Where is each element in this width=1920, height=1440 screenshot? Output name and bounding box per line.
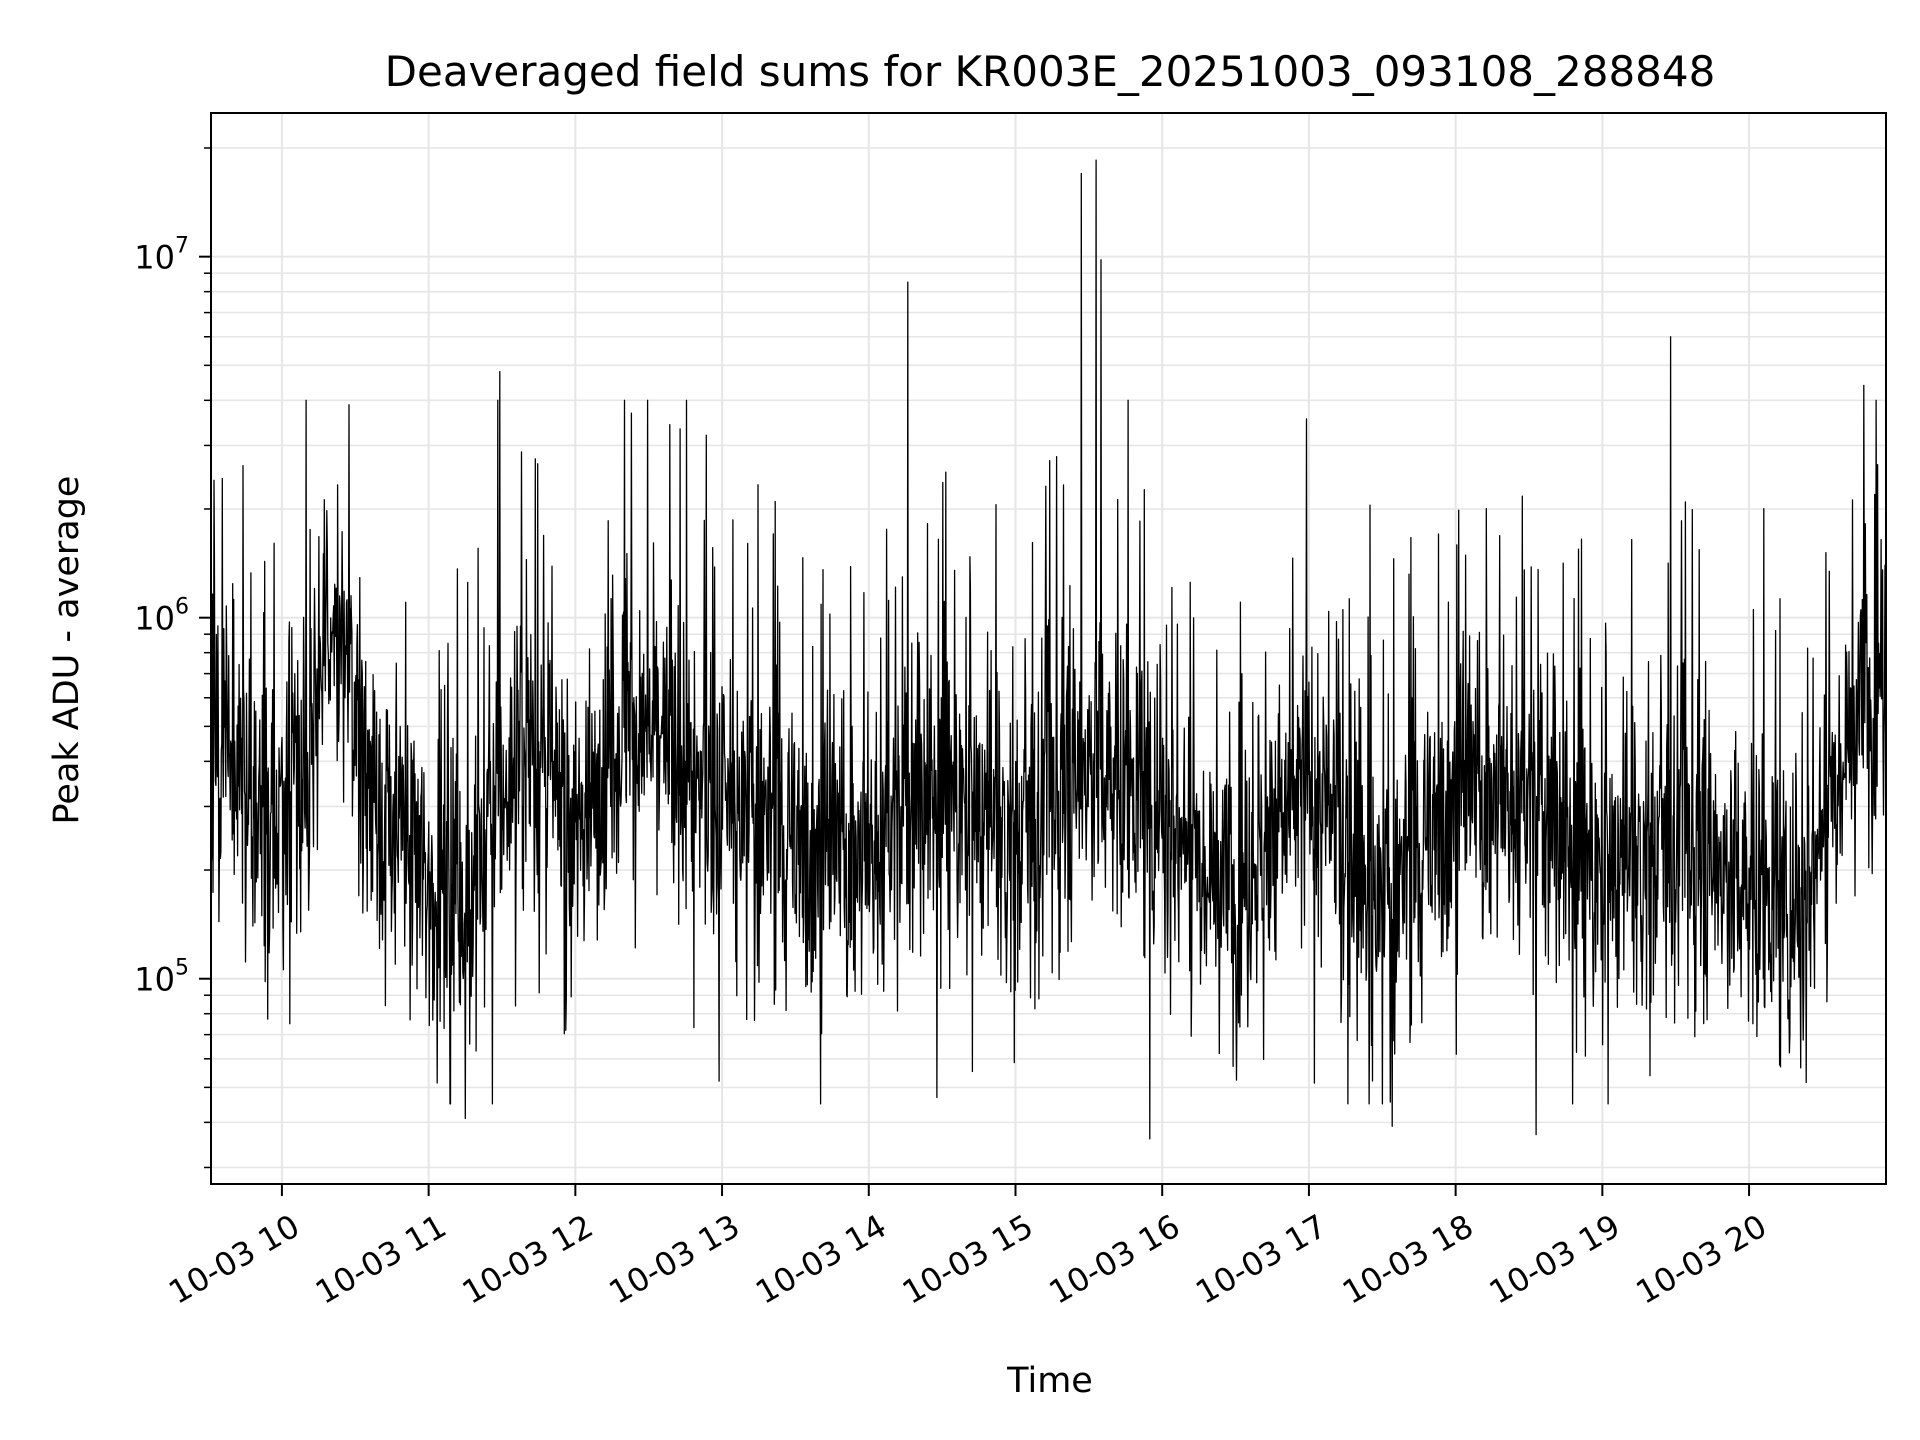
series-line [211,159,1886,1140]
y-axis-label: Peak ADU - average [47,476,87,825]
plot-area [211,159,1886,1140]
y-axis: 105 106 107 [134,147,211,1169]
chart-title: Deaveraged field sums for KR003E_2025100… [385,47,1716,96]
y-tick-label: 106 [134,595,189,638]
y-tick-label: 105 [134,956,189,999]
axes-frame [210,112,1887,1185]
y-tick-label: 107 [134,234,189,277]
x-axis-label: Time [1006,1361,1093,1401]
axes-border [210,112,1887,1185]
